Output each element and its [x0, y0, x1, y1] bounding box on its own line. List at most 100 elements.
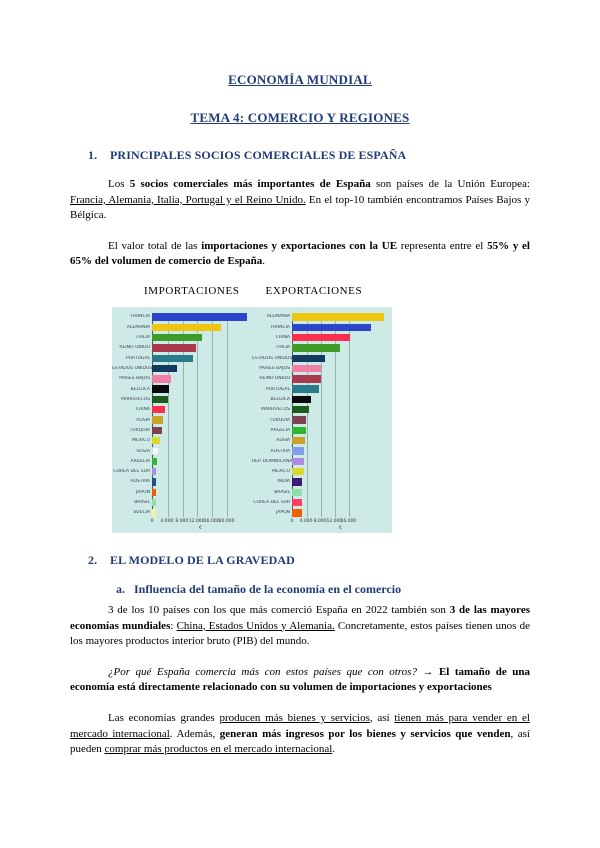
x-tick-label: 12.000 [188, 518, 205, 524]
bar [152, 333, 203, 342]
doc-subtitle: TEMA 4: COMERCIO Y REGIONES [190, 110, 410, 125]
x-axis: 0 4.000 8.000 12.000 16.000 20.000 [150, 518, 249, 526]
bar-row: ESTADOS UNIDOS [252, 354, 389, 362]
bar-track [292, 333, 389, 342]
text-segment: tienen más para vender en el mercado int… [70, 711, 530, 740]
bar-track [292, 509, 389, 517]
bar-track [152, 478, 249, 486]
bar-row: BÉLGICA [252, 395, 389, 404]
bar-label: MARRUECOS [261, 407, 290, 413]
x-axis-unit-label: € [199, 525, 202, 531]
bar-label: JAPÓN [276, 510, 290, 516]
section-2a-heading: a. Influencia del tamaño de la economía e… [116, 582, 530, 597]
bar [292, 498, 302, 507]
bar [292, 333, 351, 342]
bar [152, 509, 156, 517]
bar [292, 416, 307, 424]
text-segment: → [422, 665, 439, 678]
bar [292, 426, 306, 435]
bar [152, 344, 196, 352]
bar-track [292, 313, 389, 321]
x-axis-unit-label: € [339, 525, 342, 531]
bar-row: COREA DEL SUR [112, 467, 249, 476]
paragraph-eu-trade-share: El valor total de las importaciones y ex… [70, 239, 530, 270]
gridline [226, 312, 228, 517]
charts-panel: FRANCIA ALEMANIA ITALIA REINO UNIDO PORTUGAL… [112, 306, 392, 533]
bar-track [152, 406, 249, 414]
bar-track [152, 375, 249, 383]
bar-label: PORTUGAL [125, 355, 150, 361]
bar-row: SUIZA [112, 447, 249, 455]
bar-row: REINO UNIDO [112, 344, 249, 352]
bar-label: CHINA [275, 335, 290, 341]
bar-row: PORTUGAL [112, 354, 249, 362]
bar [292, 364, 322, 373]
bar-row: JAPÓN [112, 488, 249, 496]
bar [292, 354, 326, 362]
bar-track [292, 457, 389, 466]
bar-label: ALEMANIA [126, 324, 150, 330]
bar-label: REP. DOMINICANA [252, 458, 292, 464]
bar-label: FRANCIA [270, 324, 290, 330]
text-segment: importaciones y exportaciones con la UE [201, 239, 398, 252]
x-tick-label: 8.000 [313, 518, 327, 524]
bar-track [152, 395, 249, 404]
bar [292, 323, 372, 331]
text-segment: . [262, 255, 266, 268]
bar-row: JAPÓN [252, 509, 389, 517]
bar-track [152, 426, 249, 435]
bar-label: ESTADOS UNIDOS [112, 366, 152, 372]
bar-row: PAÍSES BAJOS [112, 375, 249, 383]
bar-row: FRANCIA [112, 313, 249, 321]
x-tick-label: 16.000 [203, 518, 220, 524]
bar-label: ITALIA [276, 345, 290, 351]
gridline [334, 312, 336, 517]
bar-label: MÉXICO [132, 438, 150, 444]
bar-track [292, 375, 389, 383]
text-segment: producen más bienes y servicios [219, 711, 370, 724]
bar-row: ALEMANIA [112, 323, 249, 331]
bar-row: TURQUÍA [252, 416, 389, 424]
text-segment: Las economías grandes [108, 711, 220, 724]
x-tick-label: 20.000 [218, 518, 235, 524]
bar-label: ESTADOS UNIDOS [252, 355, 292, 361]
bar [152, 426, 163, 435]
bar-label: TURQUÍA [129, 427, 150, 433]
bar-track [292, 344, 389, 352]
bar-row: BRASIL [112, 498, 249, 507]
x-tick-label: 4.000 [299, 518, 313, 524]
section-2a-heading-text: Influencia del tamaño de la economía en … [134, 581, 402, 596]
x-tick-label: 0 [290, 518, 294, 524]
exports-bar-chart: ALEMANIA FRANCIA CHINA ITALIA ESTADOS UNIDOS… [252, 307, 392, 533]
doc-title: ECONOMÍA MUNDIAL [228, 72, 372, 87]
bar-row: BRASIL [252, 488, 389, 496]
bar-row: REINO UNIDO [252, 375, 389, 383]
gridline [212, 312, 214, 517]
bar-row: PAÍSES BAJOS [252, 364, 389, 373]
bar-row: REP. DOMINICANA [252, 457, 389, 466]
bar-label: BÉLGICA [130, 386, 150, 392]
text-segment: son países de la Unión Europea: [370, 178, 530, 190]
text-segment: , así [369, 711, 395, 724]
section-2-number: 2. [88, 552, 98, 567]
bar-track [292, 447, 389, 455]
bar [152, 354, 194, 362]
bar-track [152, 313, 249, 321]
section-2-heading-text: EL MODELO DE LA GRAVEDAD [110, 552, 295, 567]
bar-label: ARGELIA [130, 458, 150, 464]
chart-gridlines [152, 312, 249, 517]
bar-row: PORTUGAL [252, 385, 389, 393]
text-segment: comprar más productos en el mercado inte… [104, 743, 333, 756]
bar-label: AUSTRIA [270, 448, 290, 454]
paragraph-trade-partners: Los 5 socios comerciales más importantes… [70, 177, 530, 224]
gridline [348, 312, 350, 517]
bar [152, 488, 157, 496]
x-tick-label: 0 [150, 518, 154, 524]
text-segment: Los [108, 178, 130, 190]
bar [292, 385, 320, 393]
bar-row: CHINA [252, 333, 389, 342]
text-segment: : [170, 619, 177, 632]
bar-row: MÉXICO [112, 437, 249, 445]
bar [292, 375, 321, 383]
